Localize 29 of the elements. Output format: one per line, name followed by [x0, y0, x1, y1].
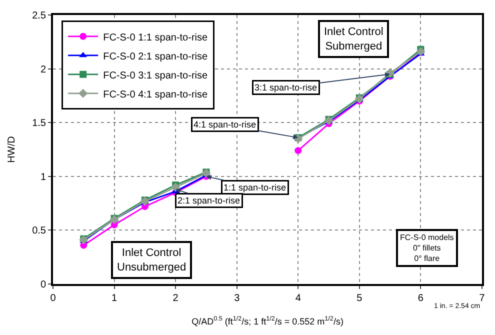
x-tick-label: 3 — [234, 293, 240, 304]
text: Q/AD$^{0.5}$ (ft$^{1/2}$/s; 1 ft$^{1/2}$/s = 0.552 m$^{1/2}$/s) — [192, 316, 344, 326]
y-axis-title: HW/D — [6, 136, 18, 163]
annotation: 1:1 span-to-rise — [224, 182, 286, 192]
x-tick-label: 7 — [479, 293, 486, 304]
y-tick-label: 0 — [40, 280, 46, 290]
annotation: Inlet Control Unsubmerged — [117, 247, 186, 274]
y-tick-label: 1 — [40, 172, 46, 183]
y-tick-label: 2.5 — [32, 10, 46, 22]
legend-label: FC-S-0 3:1 span-to-rise — [103, 70, 208, 82]
legend-label: FC-S-0 4:1 span-to-rise — [103, 89, 208, 100]
x-tick-label: 2 — [172, 293, 179, 304]
point — [294, 147, 302, 154]
y-tick-label: 0.5 — [32, 226, 46, 237]
x-tick-label: 0 — [50, 293, 56, 304]
y-tick-label: 2 — [40, 64, 46, 76]
legend-label: FC-S-0 2:1 span-to-rise — [103, 51, 208, 62]
point — [171, 182, 180, 192]
x-tick-label: 6 — [418, 293, 424, 304]
annotation: 3:1 span-to-rise — [254, 82, 318, 92]
x-tick-label: 1 — [112, 293, 118, 304]
y-tick-label: 1.5 — [32, 118, 46, 130]
annotation: 4:1 span-to-rise — [194, 120, 256, 130]
annotation: Inlet Control Submerged — [324, 26, 384, 52]
annotation: FC-S-0 models 0" fillets 0° flare — [400, 233, 454, 263]
legend-label: FC-S-0 1:1 span-to-rise — [103, 32, 208, 44]
x-tick-label: 5 — [356, 293, 363, 304]
x-tick-label: 4 — [295, 293, 302, 304]
annotation: 2:1 span-to-rise — [178, 196, 240, 206]
